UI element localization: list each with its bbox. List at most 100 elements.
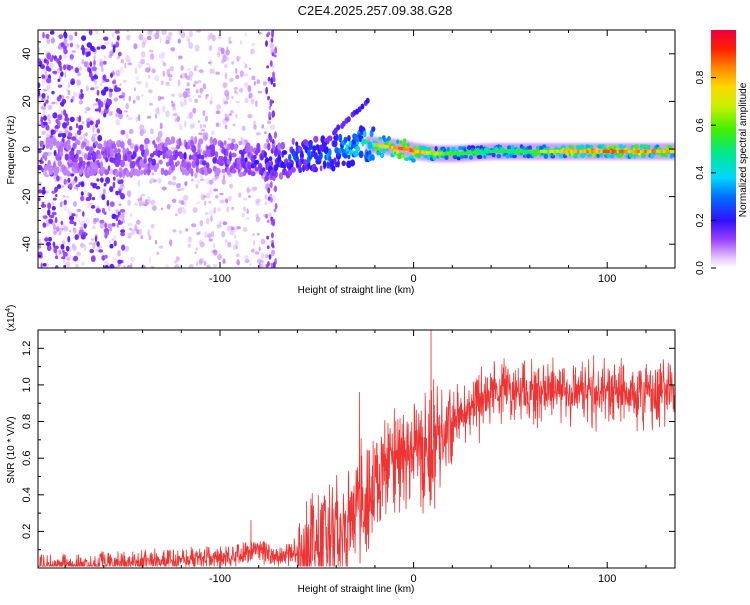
spectrogram-noise-blob: [62, 251, 68, 257]
spectrogram-noise-blob: [244, 255, 249, 260]
spectrogram-noise-blob: [253, 120, 257, 126]
spectrogram-noise-blob: [270, 262, 274, 268]
spectrogram-noise-blob: [118, 112, 124, 120]
spectrogram-ridge-core: [635, 149, 639, 153]
spectrogram-noise-blob: [98, 249, 103, 253]
spectrogram-noise-blob: [75, 263, 79, 268]
spectrogram-noise-blob: [46, 52, 52, 60]
spectrogram-noise-blob: [71, 136, 77, 141]
spectrogram-ridge-blob: [226, 167, 231, 176]
spectrogram-ridge-blob: [476, 154, 483, 159]
spectrogram-noise-blob: [140, 235, 143, 240]
spectrogram-noise-blob: [99, 60, 104, 68]
spectrogram-noise-blob: [188, 30, 193, 38]
spectrogram-ridge-core: [532, 149, 537, 153]
spectrogram-ridge-blob: [158, 150, 163, 156]
spectrogram-noise-blob: [115, 209, 119, 214]
spectrogram-ridge-blob: [68, 158, 72, 164]
spectrogram-noise-blob: [177, 38, 181, 44]
spectrogram-x-tick-label: 100: [598, 273, 616, 285]
spectrogram-ridge-core: [628, 149, 632, 153]
spectrogram-noise-blob: [269, 42, 275, 49]
spectrogram-noise-blob: [217, 51, 220, 58]
spectrogram-noise-blob: [171, 103, 175, 107]
spectrogram-ridge-core: [523, 149, 527, 153]
spectrogram-noise-blob: [251, 42, 255, 46]
spectrogram-ridge-blob: [295, 141, 299, 147]
spectrogram-noise-blob: [268, 116, 272, 121]
spectrogram-noise-blob: [147, 30, 153, 36]
spectrogram-ridge-blob: [132, 150, 137, 158]
spectrogram-noise-blob: [169, 66, 174, 72]
spectrogram-noise-blob: [184, 120, 187, 128]
spectrogram-noise-blob: [55, 194, 58, 198]
spectrogram-noise-blob: [266, 235, 269, 240]
spectrogram-x-tick-label: -100: [209, 273, 231, 285]
spectrogram-noise-blob: [250, 48, 255, 55]
spectrogram-noise-blob: [91, 238, 94, 241]
spectrogram-noise-blob: [69, 42, 74, 48]
spectrogram-noise-blob: [223, 100, 229, 105]
spectrogram-noise-blob: [96, 46, 101, 50]
spectrogram-noise-blob: [68, 229, 72, 233]
spectrogram-noise-blob: [138, 114, 141, 122]
spectrogram-noise-blob: [155, 113, 158, 119]
snr-marks: [38, 330, 675, 567]
spectrogram-ridge-blob: [140, 169, 144, 175]
spectrogram-ridge-blob: [349, 159, 356, 167]
spectrogram-noise-blob: [171, 100, 174, 104]
spectrogram-noise-blob: [80, 135, 83, 141]
spectrogram-noise-blob: [172, 229, 177, 233]
spectrogram-noise-blob: [255, 100, 258, 108]
spectrogram-noise-blob: [157, 130, 163, 138]
spectrogram-y-tick-label: -40: [21, 236, 33, 252]
spectrogram-noise-blob: [45, 170, 48, 178]
spectrogram-ridge-blob: [288, 153, 292, 162]
spectrogram-ridge-core: [574, 149, 579, 153]
spectrogram-ridge-core: [505, 149, 509, 153]
spectrogram-noise-blob: [132, 99, 136, 104]
spectrogram-ridge-blob: [570, 145, 574, 150]
spectrogram-noise-blob: [69, 246, 72, 253]
spectrogram-ridge-core: [604, 149, 609, 153]
spectrogram-noise-blob: [104, 254, 108, 259]
spectrogram-noise-blob: [271, 52, 275, 57]
spectrogram-noise-blob: [91, 133, 97, 137]
spectrogram-noise-blob: [232, 244, 236, 251]
spectrogram-noise-blob: [119, 66, 124, 74]
spectrogram-noise-blob: [263, 143, 269, 150]
spectrogram-noise-blob: [239, 40, 243, 45]
spectrogram-ridge-blob: [347, 135, 351, 142]
spectrogram-ridge-core: [518, 149, 523, 153]
spectrogram-noise-blob: [100, 45, 107, 50]
spectrogram-noise-blob: [204, 115, 208, 122]
spectrogram-noise-blob: [176, 115, 180, 123]
spectrogram-ridge-core: [565, 149, 569, 153]
spectrogram-noise-blob: [65, 261, 71, 268]
spectrogram-noise-blob: [41, 97, 46, 101]
spectrogram-noise-blob: [194, 44, 200, 52]
spectrogram-noise-blob: [271, 100, 274, 104]
spectrogram-ridge-blob: [233, 143, 238, 152]
spectrogram-ridge-blob: [158, 159, 163, 165]
spectrogram-noise-blob: [93, 217, 100, 223]
spectrogram-ridge-core: [419, 150, 423, 154]
spectrogram-noise-blob: [346, 116, 351, 123]
spectrogram-noise-blob: [111, 238, 115, 241]
spectrogram-noise-blob: [107, 165, 111, 172]
spectrogram-noise-blob: [38, 251, 43, 258]
spectrogram-noise-blob: [117, 250, 121, 257]
spectrogram-noise-blob: [104, 222, 107, 229]
spectrogram-ridge-blob: [615, 147, 620, 151]
spectrogram-noise-blob: [89, 45, 95, 52]
spectrogram-noise-blob: [97, 134, 103, 142]
spectrogram-noise-blob: [150, 223, 155, 229]
spectrogram-noise-blob: [174, 264, 180, 268]
spectrogram-noise-blob: [180, 31, 186, 39]
spectrogram-noise-blob: [199, 87, 204, 93]
spectrogram-noise-blob: [53, 230, 57, 235]
spectrogram-noise-blob: [40, 157, 43, 165]
spectrogram-noise-blob: [126, 35, 131, 41]
spectrogram-ridge-blob: [355, 145, 361, 152]
spectrogram-noise-blob: [42, 121, 48, 126]
